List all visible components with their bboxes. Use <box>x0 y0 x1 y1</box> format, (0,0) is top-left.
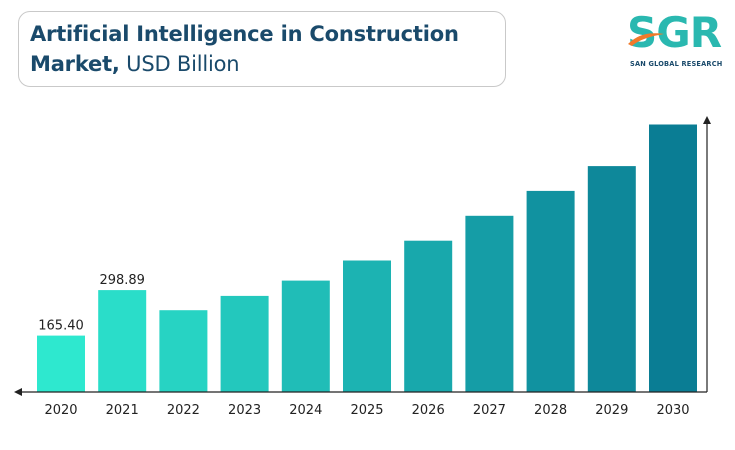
chart-title-unit: USD Billion <box>119 52 240 76</box>
x-tick-label: 2030 <box>656 403 689 418</box>
axes-layer <box>14 116 711 396</box>
bar-2022 <box>159 310 208 392</box>
bar-2027 <box>465 215 514 392</box>
title-box: Artificial Intelligence in Construction … <box>18 11 506 87</box>
logo-subtitle: SAN GLOBAL RESEARCH <box>630 60 723 68</box>
y-axis-arrow-icon <box>703 116 711 124</box>
bar-2030 <box>649 124 697 392</box>
bar-2029 <box>587 166 636 392</box>
x-tick-label: 2026 <box>412 403 445 418</box>
data-label: 165.40 <box>38 319 84 334</box>
logo-swoosh-icon <box>628 33 664 46</box>
chart-title-line2: Market, USD Billion <box>30 52 240 76</box>
bar-2025 <box>343 260 391 392</box>
bar-2023 <box>220 295 269 392</box>
bars-layer <box>37 124 697 392</box>
x-tick-label: 2023 <box>228 403 261 418</box>
x-axis-arrow-icon <box>14 388 22 396</box>
bar-2026 <box>404 240 453 392</box>
x-tick-label: 2024 <box>289 403 322 418</box>
bar-2020 <box>37 335 85 392</box>
x-tick-label: 2025 <box>350 403 383 418</box>
x-tick-label: 2022 <box>167 403 200 418</box>
bar-2021 <box>98 290 147 392</box>
x-tick-label: 2028 <box>534 403 567 418</box>
x-tick-label: 2027 <box>473 403 506 418</box>
labels-layer: 2020 165.40 2021 298.89 2022 2023 2024 2025 2026… <box>38 273 689 418</box>
sgr-logo: SGR SAN GLOBAL RESEARCH <box>622 8 732 78</box>
bar-2028 <box>526 190 575 392</box>
bar-2024 <box>281 280 330 392</box>
chart-title-market: Market, <box>30 52 120 76</box>
x-tick-label: 2029 <box>595 403 628 418</box>
data-label: 298.89 <box>99 273 145 288</box>
chart-title-line1: Artificial Intelligence in Construction <box>30 22 459 46</box>
x-tick-label: 2021 <box>106 403 139 418</box>
x-tick-label: 2020 <box>44 403 77 418</box>
logo-text: SGR <box>627 8 722 57</box>
